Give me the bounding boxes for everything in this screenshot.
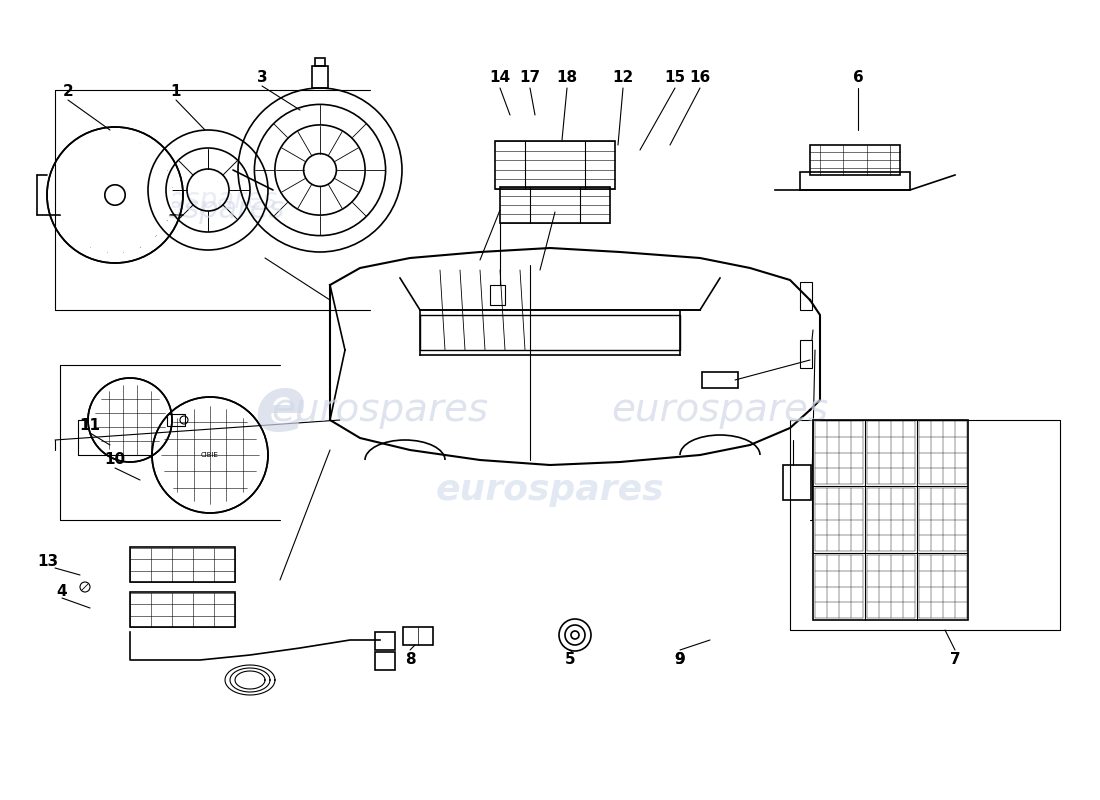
Text: eurospares: eurospares xyxy=(436,473,664,507)
Text: 6: 6 xyxy=(852,70,864,86)
Bar xyxy=(783,465,811,500)
Bar xyxy=(375,632,395,650)
Bar xyxy=(375,652,395,670)
Text: 7: 7 xyxy=(949,653,960,667)
Text: 15: 15 xyxy=(664,70,685,86)
Bar xyxy=(800,282,812,310)
Text: 12: 12 xyxy=(613,70,634,86)
Text: eurospares: eurospares xyxy=(122,186,277,214)
Text: 4: 4 xyxy=(57,585,67,599)
Bar xyxy=(403,627,433,645)
Text: eurospares: eurospares xyxy=(272,391,488,429)
Text: 2: 2 xyxy=(63,85,74,99)
Bar xyxy=(490,285,505,305)
Text: 16: 16 xyxy=(690,70,711,86)
Text: e: e xyxy=(254,373,306,447)
Bar xyxy=(315,58,324,66)
Text: 13: 13 xyxy=(37,554,58,570)
Bar xyxy=(800,172,910,190)
Text: 9: 9 xyxy=(674,653,685,667)
Text: 1: 1 xyxy=(170,85,182,99)
Text: 11: 11 xyxy=(79,418,100,433)
Circle shape xyxy=(57,138,173,253)
Text: 17: 17 xyxy=(519,70,540,86)
Text: eurospares: eurospares xyxy=(612,391,828,429)
Text: 18: 18 xyxy=(557,70,578,86)
Text: 14: 14 xyxy=(490,70,510,86)
Text: 9: 9 xyxy=(674,653,685,667)
Bar xyxy=(702,372,738,388)
Text: eurospares: eurospares xyxy=(114,195,285,225)
Bar xyxy=(312,66,328,88)
Text: CIBIE: CIBIE xyxy=(201,452,219,458)
Text: 10: 10 xyxy=(104,453,125,467)
Bar xyxy=(500,187,610,223)
Text: 3: 3 xyxy=(256,70,267,86)
Text: 8: 8 xyxy=(405,653,416,667)
Bar xyxy=(130,547,235,582)
Bar xyxy=(800,340,812,368)
Bar xyxy=(810,145,900,175)
Bar xyxy=(813,420,968,620)
Bar xyxy=(167,414,185,426)
Bar xyxy=(130,592,235,627)
Bar xyxy=(495,141,615,189)
Text: 5: 5 xyxy=(564,653,575,667)
